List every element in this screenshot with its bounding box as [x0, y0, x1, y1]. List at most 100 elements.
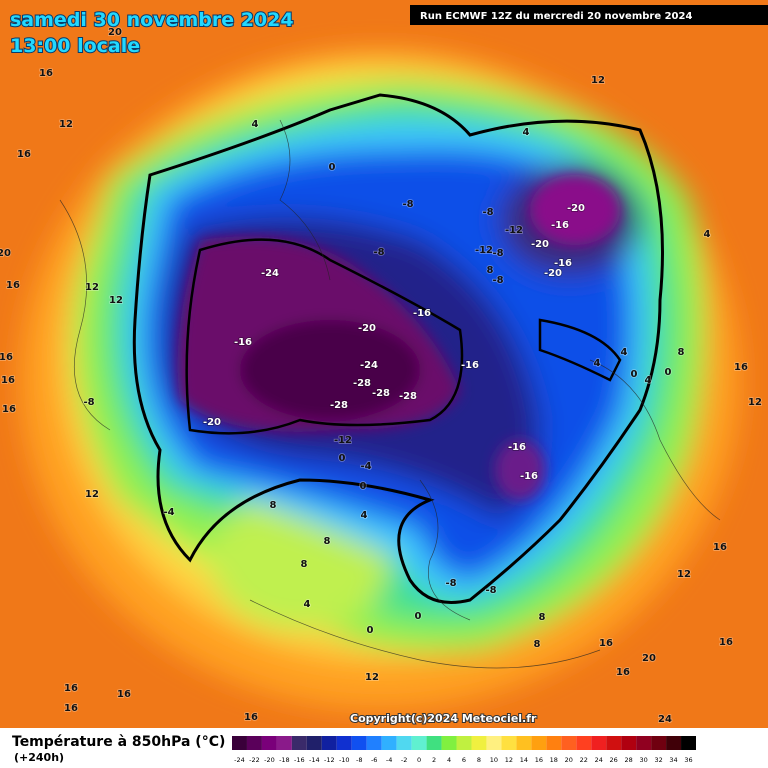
colorbar-swatch [306, 736, 322, 750]
contour-label: 16 [616, 667, 630, 678]
colorbar-label: 20 [565, 756, 573, 764]
run-info: Run ECMWF 12Z du mercredi 20 novembre 20… [420, 11, 692, 22]
run-box [410, 5, 768, 25]
contour-label: 12 [85, 489, 99, 500]
colorbar-swatch [516, 736, 532, 750]
contour-label: 16 [6, 280, 20, 291]
colorbar-label: 6 [462, 756, 466, 764]
contour-label: -20 [531, 239, 549, 250]
colorbar-swatch [576, 736, 592, 750]
contour-label: 8 [487, 265, 494, 276]
contour-label: 4 [361, 510, 368, 521]
contour-label: 12 [748, 397, 762, 408]
legend-lead: (+240h) [14, 751, 64, 764]
contour-label: 8 [324, 536, 331, 547]
colorbar-swatch [426, 736, 442, 750]
contour-label: 12 [59, 119, 73, 130]
contour-label: 16 [64, 703, 78, 714]
contour-label: 20 [642, 653, 656, 664]
contour-label: -20 [544, 268, 562, 279]
colorbar-swatch [261, 736, 277, 750]
colorbar-label: 22 [580, 756, 588, 764]
contour-label: 16 [64, 683, 78, 694]
colorbar-label: -24 [234, 756, 245, 764]
contour-label: 4 [594, 358, 601, 369]
colorbar-swatch [276, 736, 292, 750]
contour-label: 4 [252, 119, 259, 130]
colorbar-swatch [471, 736, 487, 750]
contour-label: -8 [83, 397, 94, 408]
colorbar-swatch [486, 736, 502, 750]
colorbar-label: 34 [669, 756, 677, 764]
contour-label: 12 [591, 75, 605, 86]
contour-label: 0 [339, 453, 346, 464]
contour-label: 0 [415, 611, 422, 622]
contour-label: -20 [567, 203, 585, 214]
copyright: Copyright(c)2024 Meteociel.fr [350, 712, 537, 725]
contour-label: 8 [534, 639, 541, 650]
colorbar-label: 26 [610, 756, 618, 764]
colorbar-label: -14 [309, 756, 320, 764]
colorbar-swatch [441, 736, 457, 750]
colorbar-label: -16 [294, 756, 305, 764]
colorbar-label: -6 [371, 756, 377, 764]
contour-label: 0 [367, 625, 374, 636]
contour-label: -24 [261, 268, 279, 279]
colorbar-label: -2 [401, 756, 407, 764]
contour-label: -20 [203, 417, 221, 428]
contour-label: 0 [329, 162, 336, 173]
colorbar-label: 32 [654, 756, 662, 764]
colorbar-label: 30 [639, 756, 647, 764]
colorbar-swatch [561, 736, 577, 750]
contour-label: -8 [445, 578, 456, 589]
colorbar-swatch [666, 736, 682, 750]
contour-label: -28 [353, 378, 371, 389]
colorbar-swatch [591, 736, 607, 750]
colorbar-label: -22 [249, 756, 260, 764]
contour-label: 8 [270, 500, 277, 511]
colorbar-label: 8 [477, 756, 481, 764]
colorbar-label: 2 [432, 756, 436, 764]
contour-label: -8 [492, 275, 503, 286]
contour-label: 16 [599, 638, 613, 649]
contour-label: 4 [645, 375, 652, 386]
colorbar-label: 12 [505, 756, 513, 764]
colorbar-swatch [501, 736, 517, 750]
colorbar-label: -4 [386, 756, 392, 764]
colorbar-swatch [381, 736, 397, 750]
colorbar-label: -12 [324, 756, 335, 764]
contour-label: 12 [677, 569, 691, 580]
contour-label: 20 [0, 248, 11, 259]
contour-label: 16 [0, 352, 13, 363]
colorbar-swatch [531, 736, 547, 750]
contour-label: 4 [523, 127, 530, 138]
colorbar-label: -18 [279, 756, 290, 764]
colorbar-label: 10 [490, 756, 498, 764]
contour-label: 16 [117, 689, 131, 700]
colorbar-label: 16 [535, 756, 543, 764]
date: samedi 30 novembre 2024 [10, 9, 294, 31]
contour-label: -16 [551, 220, 569, 231]
contour-label: 4 [621, 347, 628, 358]
contour-label: 0 [360, 481, 367, 492]
contour-label: 16 [2, 404, 16, 415]
contour-label: -16 [554, 258, 572, 269]
contour-label: 4 [304, 599, 311, 610]
contour-label: -4 [163, 507, 174, 518]
contour-label: 12 [365, 672, 379, 683]
colorbar-swatch [681, 736, 696, 750]
contour-label: -8 [482, 207, 493, 218]
contour-label: -4 [360, 461, 371, 472]
colorbar-label: 4 [447, 756, 451, 764]
temperature-field [0, 0, 768, 728]
contour-label: 8 [539, 612, 546, 623]
contour-label: 4 [704, 229, 711, 240]
colorbar-label: -20 [264, 756, 275, 764]
contour-label: -16 [413, 308, 431, 319]
colorbar-swatch [336, 736, 352, 750]
contour-label: 12 [85, 282, 99, 293]
contour-label: -12 [505, 225, 523, 236]
contour-label: 20 [108, 27, 122, 38]
colorbar-swatch [636, 736, 652, 750]
